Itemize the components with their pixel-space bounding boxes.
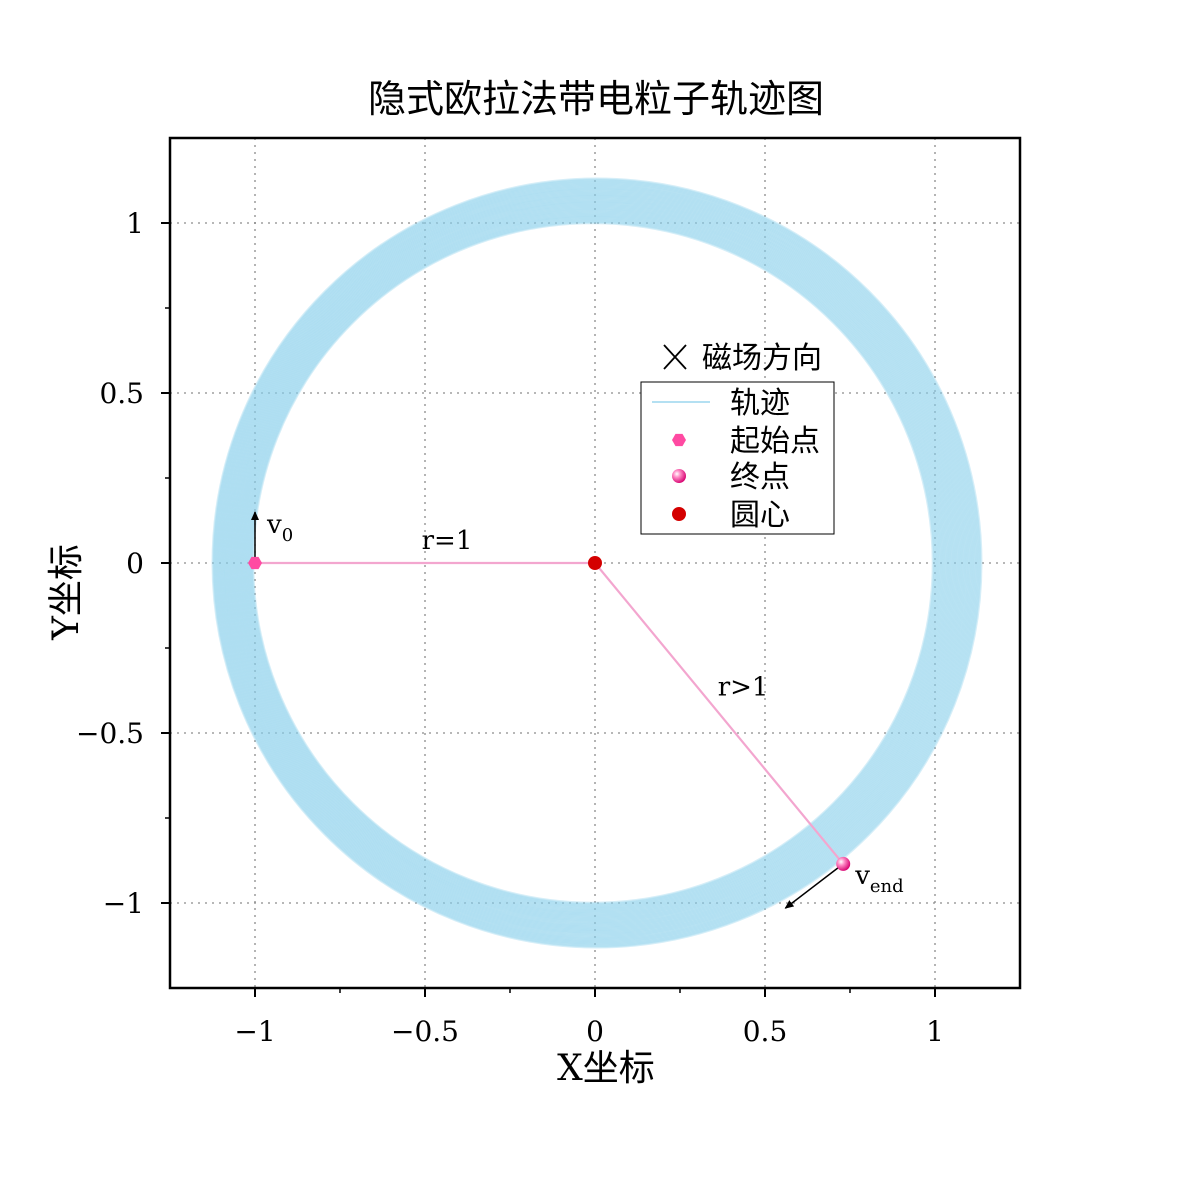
trajectory-loop-8 bbox=[243, 212, 944, 914]
radius-end-label: r>1 bbox=[718, 672, 769, 702]
trajectory-loop-21 bbox=[230, 198, 960, 928]
vend-arrow bbox=[784, 863, 844, 909]
chart-title: 隐式欧拉法带电粒子轨迹图 bbox=[368, 77, 824, 121]
trajectory-loop-5 bbox=[246, 216, 941, 910]
x-tick-label-2: 0 bbox=[586, 1015, 604, 1048]
legend-swatch-center bbox=[672, 507, 686, 521]
trajectory-loop-37 bbox=[214, 180, 979, 946]
trajectory-loop-25 bbox=[226, 194, 965, 932]
velocity-vectors bbox=[251, 511, 844, 909]
y-tick-label-2: 0 bbox=[126, 547, 144, 580]
y-tick-label-4: 1 bbox=[126, 207, 144, 240]
legend-swatch-end-point bbox=[672, 469, 686, 483]
trajectory-ring bbox=[211, 177, 983, 949]
legend: 轨迹 起始点 终点 圆心 bbox=[640, 381, 835, 535]
trajectory-loop-9 bbox=[242, 211, 946, 915]
end-point-marker bbox=[836, 856, 851, 871]
v0-label: v0 bbox=[266, 510, 293, 546]
x-tick-label-1: −0.5 bbox=[391, 1015, 459, 1048]
cross-icon bbox=[663, 344, 687, 370]
vend-label: vend bbox=[854, 861, 903, 897]
grid-lines bbox=[170, 138, 1020, 988]
trajectory-loop-39 bbox=[212, 178, 982, 948]
vend-subscript: end bbox=[870, 876, 904, 897]
trajectory-loop-20 bbox=[231, 199, 959, 927]
legend-swatch-start-point bbox=[672, 433, 686, 447]
trajectory-loop-19 bbox=[232, 200, 958, 926]
trajectory-loop-10 bbox=[241, 210, 947, 916]
y-tick-label-1: −0.5 bbox=[76, 717, 144, 750]
radius-start-label: r=1 bbox=[422, 526, 473, 556]
trajectory-loop-16 bbox=[235, 204, 954, 922]
center-point-marker bbox=[588, 556, 602, 570]
y-axis-title: Y坐标 bbox=[46, 544, 87, 641]
trajectory-loop-22 bbox=[229, 197, 961, 929]
trajectory-loop-15 bbox=[236, 205, 953, 921]
x-tick-label-4: 1 bbox=[926, 1015, 944, 1048]
trajectory-loop-18 bbox=[233, 201, 956, 925]
trajectory-loop-34 bbox=[217, 184, 976, 942]
trajectory-loop-11 bbox=[240, 209, 948, 917]
y-tick-label-0: −1 bbox=[103, 887, 144, 920]
legend-label-end-point: 终点 bbox=[730, 460, 790, 495]
trajectory-loop-27 bbox=[224, 191, 967, 935]
trajectory-loop-24 bbox=[227, 195, 964, 931]
trajectory-loop-28 bbox=[223, 190, 969, 936]
radius-line-end bbox=[594, 562, 845, 865]
legend-label-trajectory: 轨迹 bbox=[730, 386, 790, 421]
trajectory-loop-36 bbox=[215, 181, 978, 945]
trajectory-loop-23 bbox=[228, 196, 963, 930]
trajectory-loop-14 bbox=[237, 206, 952, 920]
trajectory-loop-29 bbox=[222, 189, 970, 937]
trajectory-loop-12 bbox=[239, 208, 949, 918]
trajectory-loop-30 bbox=[221, 188, 971, 938]
trajectory-loop-32 bbox=[219, 186, 973, 940]
legend-label-center: 圆心 bbox=[730, 498, 790, 533]
legend-box bbox=[640, 381, 835, 535]
trajectory-loop-6 bbox=[245, 215, 942, 911]
trajectory-loop-7 bbox=[244, 213, 943, 913]
radius-lines bbox=[255, 561, 845, 865]
trajectory-loop-13 bbox=[238, 207, 950, 919]
magnetic-field-label: 磁场方向 bbox=[663, 341, 822, 376]
v0-subscript: 0 bbox=[282, 525, 293, 546]
x-axis-title: X坐标 bbox=[557, 1048, 655, 1089]
start-point-marker bbox=[248, 556, 262, 570]
axis-ticks: −1 −0.5 0 0.5 1 −1 −0.5 0 0.5 1 bbox=[76, 207, 944, 1048]
legend-label-start-point: 起始点 bbox=[730, 424, 820, 459]
x-tick-label-3: 0.5 bbox=[743, 1015, 788, 1048]
trajectory-loop-26 bbox=[225, 192, 966, 934]
trajectory-loop-31 bbox=[220, 187, 972, 939]
trajectory-loop-17 bbox=[234, 202, 955, 924]
point-markers bbox=[248, 556, 851, 871]
y-tick-label-3: 0.5 bbox=[99, 377, 144, 410]
trajectory-loop-35 bbox=[216, 183, 977, 943]
trajectory-loop-40 bbox=[211, 177, 983, 949]
x-tick-label-0: −1 bbox=[234, 1015, 275, 1048]
magnetic-field-text: 磁场方向 bbox=[702, 341, 822, 376]
trajectory-loop-33 bbox=[218, 185, 975, 941]
trajectory-loop-38 bbox=[213, 179, 981, 947]
